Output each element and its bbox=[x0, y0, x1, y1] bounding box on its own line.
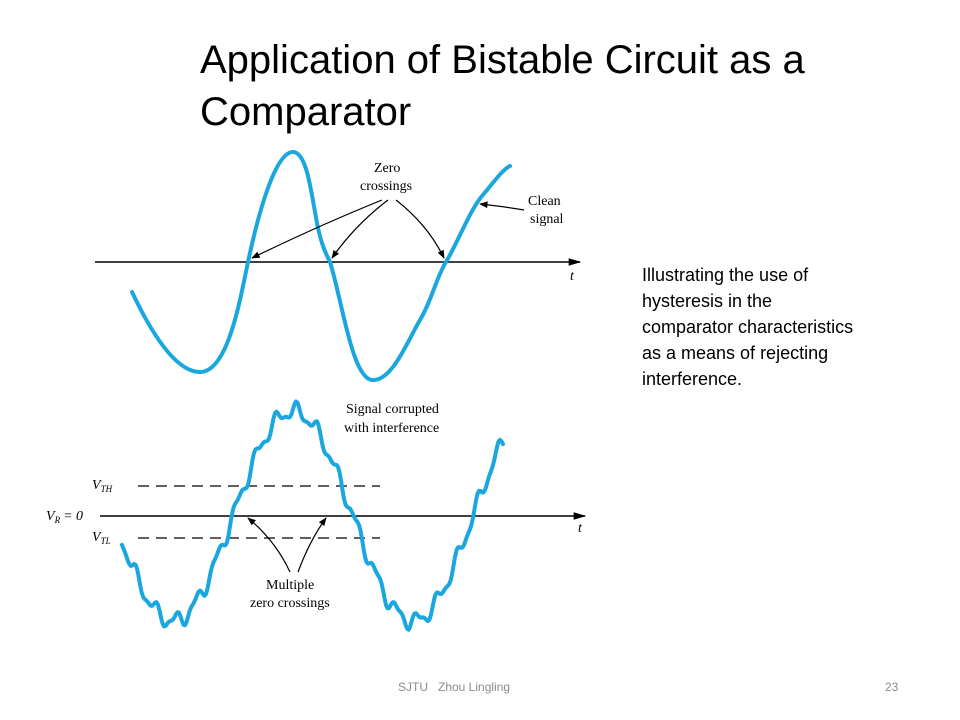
caption: Illustrating the use of hysteresis in th… bbox=[642, 262, 922, 392]
multiple-crossings-label-line-1: Multiple bbox=[266, 578, 314, 593]
multiple-crossings-arrow-1 bbox=[247, 517, 291, 573]
vth-label: VTH bbox=[92, 478, 113, 494]
caption-line: interference. bbox=[642, 369, 743, 389]
bottom-axis-t-label: t bbox=[578, 521, 583, 536]
caption-line: hysteresis in the bbox=[642, 291, 773, 311]
signal-corrupted-label-line-1: Signal corrupted bbox=[346, 402, 439, 417]
noisy-signal-waveform bbox=[120, 399, 505, 632]
caption-line: Illustrating the use of bbox=[642, 265, 809, 285]
caption-line: comparator characteristics bbox=[642, 317, 854, 337]
zero-crossing-arrow-2 bbox=[331, 199, 389, 259]
footer-org: SJTU bbox=[398, 680, 428, 694]
page-number: 23 bbox=[885, 680, 899, 694]
zero-crossings-label-line-2: crossings bbox=[360, 179, 412, 194]
title-line-2: Comparator bbox=[200, 90, 412, 134]
zero-crossing-arrow-1 bbox=[251, 199, 383, 259]
caption-line: as a means of rejecting bbox=[642, 343, 829, 363]
multiple-crossings-label-line-2: zero crossings bbox=[250, 596, 330, 611]
footer-author: Zhou Lingling bbox=[438, 680, 511, 694]
footer: SJTU Zhou Lingling bbox=[398, 680, 510, 694]
clean-signal-label-line-2: signal bbox=[530, 212, 564, 227]
zero-crossing-arrow-3 bbox=[395, 199, 445, 259]
slide-title: Application of Bistable Circuit as a Com… bbox=[200, 34, 920, 138]
signal-corrupted-label-line-2: with interference bbox=[344, 421, 439, 436]
title-line-1: Application of Bistable Circuit as a bbox=[200, 38, 805, 82]
vtl-label: VTL bbox=[92, 530, 111, 546]
clean-signal-label-line-1: Clean bbox=[528, 194, 561, 209]
clean-signal-arrow bbox=[479, 201, 525, 211]
clean-signal-waveform bbox=[130, 150, 512, 382]
zero-crossings-label-line-1: Zero bbox=[374, 161, 400, 176]
vr-label: VR = 0 bbox=[46, 509, 83, 525]
top-axis-t-label: t bbox=[570, 269, 575, 284]
multiple-crossings-arrow-2 bbox=[297, 517, 327, 573]
